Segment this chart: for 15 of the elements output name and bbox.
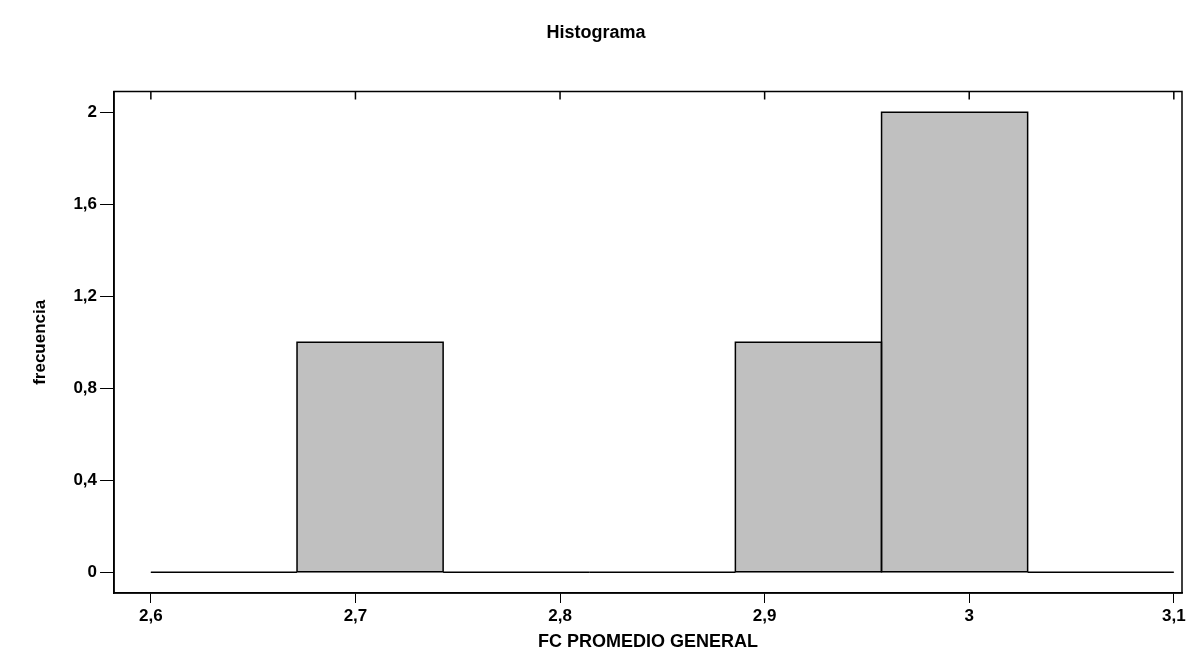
x-tick-label: 2,7 [343,605,368,625]
y-tick-label: 1,6 [73,193,98,213]
x-axis-title: FC PROMEDIO GENERAL [538,631,759,652]
x-tick-label: 2,8 [548,605,572,625]
chart-title: Histograma [546,21,647,42]
y-tick-label: 1,2 [73,285,98,305]
y-tick-label: 0 [87,561,98,581]
x-tick-label: 3,1 [1162,605,1186,625]
y-tick-label: 0,8 [73,377,98,397]
x-tick-label: 3 [964,605,974,625]
x-tick-label: 2,9 [752,605,777,625]
y-tick-label: 2 [87,101,98,121]
y-axis-title: frecuencia [29,299,49,385]
y-tick-label: 0,4 [73,469,98,489]
x-tick-label: 2,6 [139,605,163,625]
